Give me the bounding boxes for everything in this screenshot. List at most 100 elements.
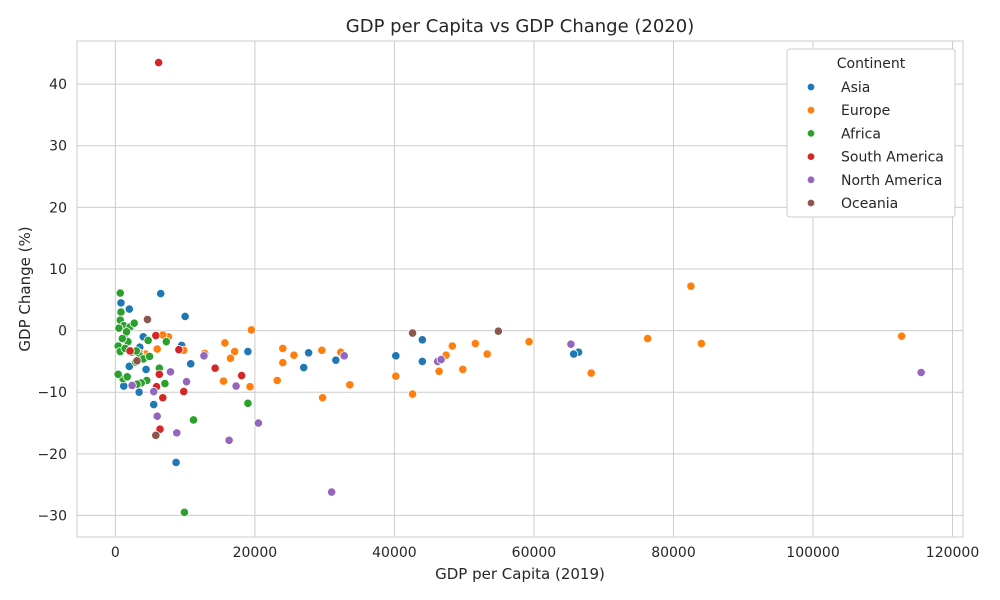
data-point-europe — [246, 325, 257, 335]
data-point-africa — [144, 351, 155, 362]
data-point-north-america — [172, 428, 182, 438]
data-point-europe — [407, 389, 418, 399]
data-point-south-america — [151, 330, 161, 341]
x-tick-label: 100000 — [786, 545, 839, 561]
x-tick-label: 120000 — [926, 545, 979, 561]
data-point-europe — [482, 349, 492, 359]
data-point-north-america — [127, 380, 137, 391]
data-point-asia — [569, 349, 579, 359]
data-point-europe — [391, 371, 401, 381]
data-point-oceania — [142, 314, 153, 325]
data-point-south-america — [174, 345, 184, 355]
data-point-europe — [447, 341, 457, 351]
data-point-south-america — [179, 386, 189, 397]
y-tick-label: −20 — [37, 447, 67, 463]
data-point-europe — [225, 353, 236, 363]
data-point-africa — [116, 307, 126, 317]
data-point-north-america — [181, 377, 192, 387]
data-point-europe — [470, 338, 480, 349]
data-point-europe — [434, 366, 444, 376]
data-point-south-america — [210, 363, 220, 373]
data-point-asia — [186, 359, 196, 369]
data-points — [113, 57, 926, 517]
data-point-south-america — [237, 370, 247, 381]
data-point-north-america — [152, 411, 162, 421]
data-point-south-america — [154, 369, 164, 379]
data-point-north-america — [327, 487, 337, 497]
chart-title: GDP per Capita vs GDP Change (2020) — [346, 16, 694, 37]
data-point-south-america — [158, 393, 168, 403]
y-tick-label: 30 — [49, 139, 67, 155]
data-point-africa — [179, 507, 190, 517]
legend-label-south-america: South America — [841, 150, 944, 166]
data-point-africa — [117, 333, 127, 344]
data-point-africa — [114, 323, 124, 333]
legend-label-africa: Africa — [841, 126, 881, 142]
legend-label-asia: Asia — [841, 80, 870, 96]
y-tick-label: 10 — [49, 262, 67, 278]
data-point-asia — [417, 335, 427, 345]
data-point-north-america — [224, 435, 234, 445]
data-point-europe — [230, 346, 240, 357]
data-point-asia — [417, 356, 427, 366]
data-point-africa — [243, 398, 253, 408]
legend-marker-europe — [806, 105, 816, 115]
data-point-europe — [686, 281, 696, 291]
data-point-europe — [152, 344, 162, 354]
legend-marker-asia — [806, 82, 816, 92]
data-point-asia — [304, 348, 314, 358]
legend-label-north-america: North America — [841, 173, 942, 189]
data-point-north-america — [149, 386, 159, 397]
data-point-asia — [243, 346, 253, 357]
y-axis-label: GDP Change (%) — [16, 226, 34, 351]
data-point-north-america — [916, 367, 926, 378]
data-point-europe — [696, 338, 706, 349]
grid — [77, 41, 963, 537]
legend-marker-oceania — [806, 198, 816, 208]
data-point-asia — [156, 289, 166, 299]
data-point-oceania — [151, 430, 161, 440]
data-point-europe — [524, 337, 534, 347]
legend-marker-africa — [806, 129, 816, 138]
data-point-asia — [149, 399, 159, 410]
data-point-asia — [391, 351, 401, 361]
data-point-europe — [897, 331, 907, 341]
y-tick-label: −10 — [37, 385, 67, 401]
data-point-asia — [141, 364, 151, 375]
x-tick-label: 60000 — [512, 545, 557, 561]
y-tick-label: −30 — [37, 508, 67, 524]
data-point-asia — [124, 361, 134, 371]
data-point-europe — [458, 364, 468, 375]
data-point-north-america — [566, 339, 576, 349]
data-point-europe — [220, 338, 230, 348]
data-point-europe — [278, 358, 288, 368]
data-point-asia — [134, 387, 144, 397]
data-point-africa — [115, 288, 125, 298]
data-point-africa — [129, 318, 139, 328]
data-point-oceania — [407, 328, 418, 338]
x-axis-label: GDP per Capita (2019) — [435, 565, 605, 583]
data-point-north-america — [165, 367, 176, 377]
data-point-europe — [272, 375, 282, 386]
data-point-oceania — [493, 326, 503, 336]
data-point-north-america — [339, 351, 349, 361]
x-tick-label: 20000 — [233, 545, 278, 561]
data-point-asia — [331, 355, 341, 365]
data-point-africa — [161, 337, 171, 347]
data-point-asia — [171, 457, 181, 468]
data-point-africa — [160, 378, 170, 389]
data-point-asia — [116, 298, 126, 308]
data-point-asia — [180, 311, 190, 322]
data-point-europe — [218, 376, 229, 386]
data-point-africa — [121, 327, 132, 337]
data-point-europe — [245, 382, 255, 392]
data-point-africa — [113, 369, 123, 379]
data-point-europe — [289, 350, 299, 360]
data-point-europe — [317, 345, 327, 355]
y-tick-label: 0 — [58, 324, 67, 340]
x-tick-label: 0 — [111, 545, 120, 561]
tick-labels: 0 20000 40000 60000 80000 100000 120000 −30 −20 −… — [37, 77, 979, 561]
data-point-north-america — [199, 351, 209, 361]
data-point-north-america — [253, 418, 263, 428]
